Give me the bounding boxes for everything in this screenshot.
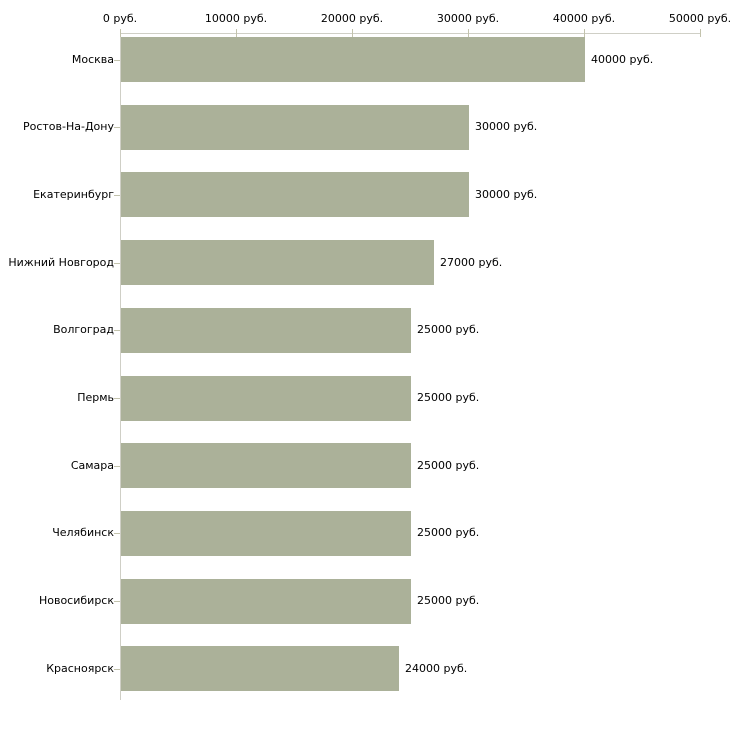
y-tick-mark [114, 398, 120, 399]
chart-bar [121, 172, 469, 217]
value-label: 25000 руб. [417, 594, 480, 607]
category-label: Новосибирск [38, 594, 114, 607]
chart-bar [121, 579, 411, 624]
y-tick-mark [114, 127, 120, 128]
chart-bar [121, 240, 434, 285]
chart-bar [121, 511, 411, 556]
value-label: 40000 руб. [591, 53, 654, 66]
category-label: Челябинск [52, 526, 114, 539]
chart-bar [121, 105, 469, 150]
category-label: Самара [70, 459, 114, 472]
x-tick-label: 40000 руб. [552, 12, 616, 25]
chart-bar [121, 308, 411, 353]
category-label: Нижний Новгород [8, 256, 114, 269]
x-tick-mark [584, 29, 585, 37]
value-label: 25000 руб. [417, 459, 480, 472]
category-label: Волгоград [53, 323, 114, 336]
value-label: 30000 руб. [475, 188, 538, 201]
y-tick-mark [114, 60, 120, 61]
y-tick-mark [114, 195, 120, 196]
value-label: 27000 руб. [440, 256, 503, 269]
value-label: 30000 руб. [475, 120, 538, 133]
value-label: 25000 руб. [417, 323, 480, 336]
value-label: 25000 руб. [417, 526, 480, 539]
y-tick-mark [114, 669, 120, 670]
chart-bar [121, 646, 399, 691]
x-tick-label: 0 руб. [102, 12, 138, 25]
y-tick-mark [114, 263, 120, 264]
x-tick-mark [120, 29, 121, 37]
x-tick-label: 20000 руб. [320, 12, 384, 25]
x-tick-mark [236, 29, 237, 37]
chart-bar [121, 37, 585, 82]
category-label: Пермь [77, 391, 114, 404]
value-label: 25000 руб. [417, 391, 480, 404]
x-tick-label: 50000 руб. [668, 12, 730, 25]
category-label: Екатеринбург [33, 188, 114, 201]
y-tick-mark [114, 533, 120, 534]
chart-bar [121, 376, 411, 421]
value-label: 24000 руб. [405, 662, 468, 675]
x-tick-label: 30000 руб. [436, 12, 500, 25]
y-tick-mark [114, 330, 120, 331]
category-label: Ростов-На-Дону [22, 120, 114, 133]
x-tick-mark [352, 29, 353, 37]
x-axis-line [120, 33, 701, 34]
y-tick-mark [114, 601, 120, 602]
y-tick-mark [114, 466, 120, 467]
chart-bar [121, 443, 411, 488]
x-tick-label: 10000 руб. [204, 12, 268, 25]
category-label: Москва [71, 53, 114, 66]
x-tick-mark [700, 29, 701, 37]
y-axis-line [120, 33, 121, 700]
x-tick-mark [468, 29, 469, 37]
category-label: Красноярск [46, 662, 114, 675]
